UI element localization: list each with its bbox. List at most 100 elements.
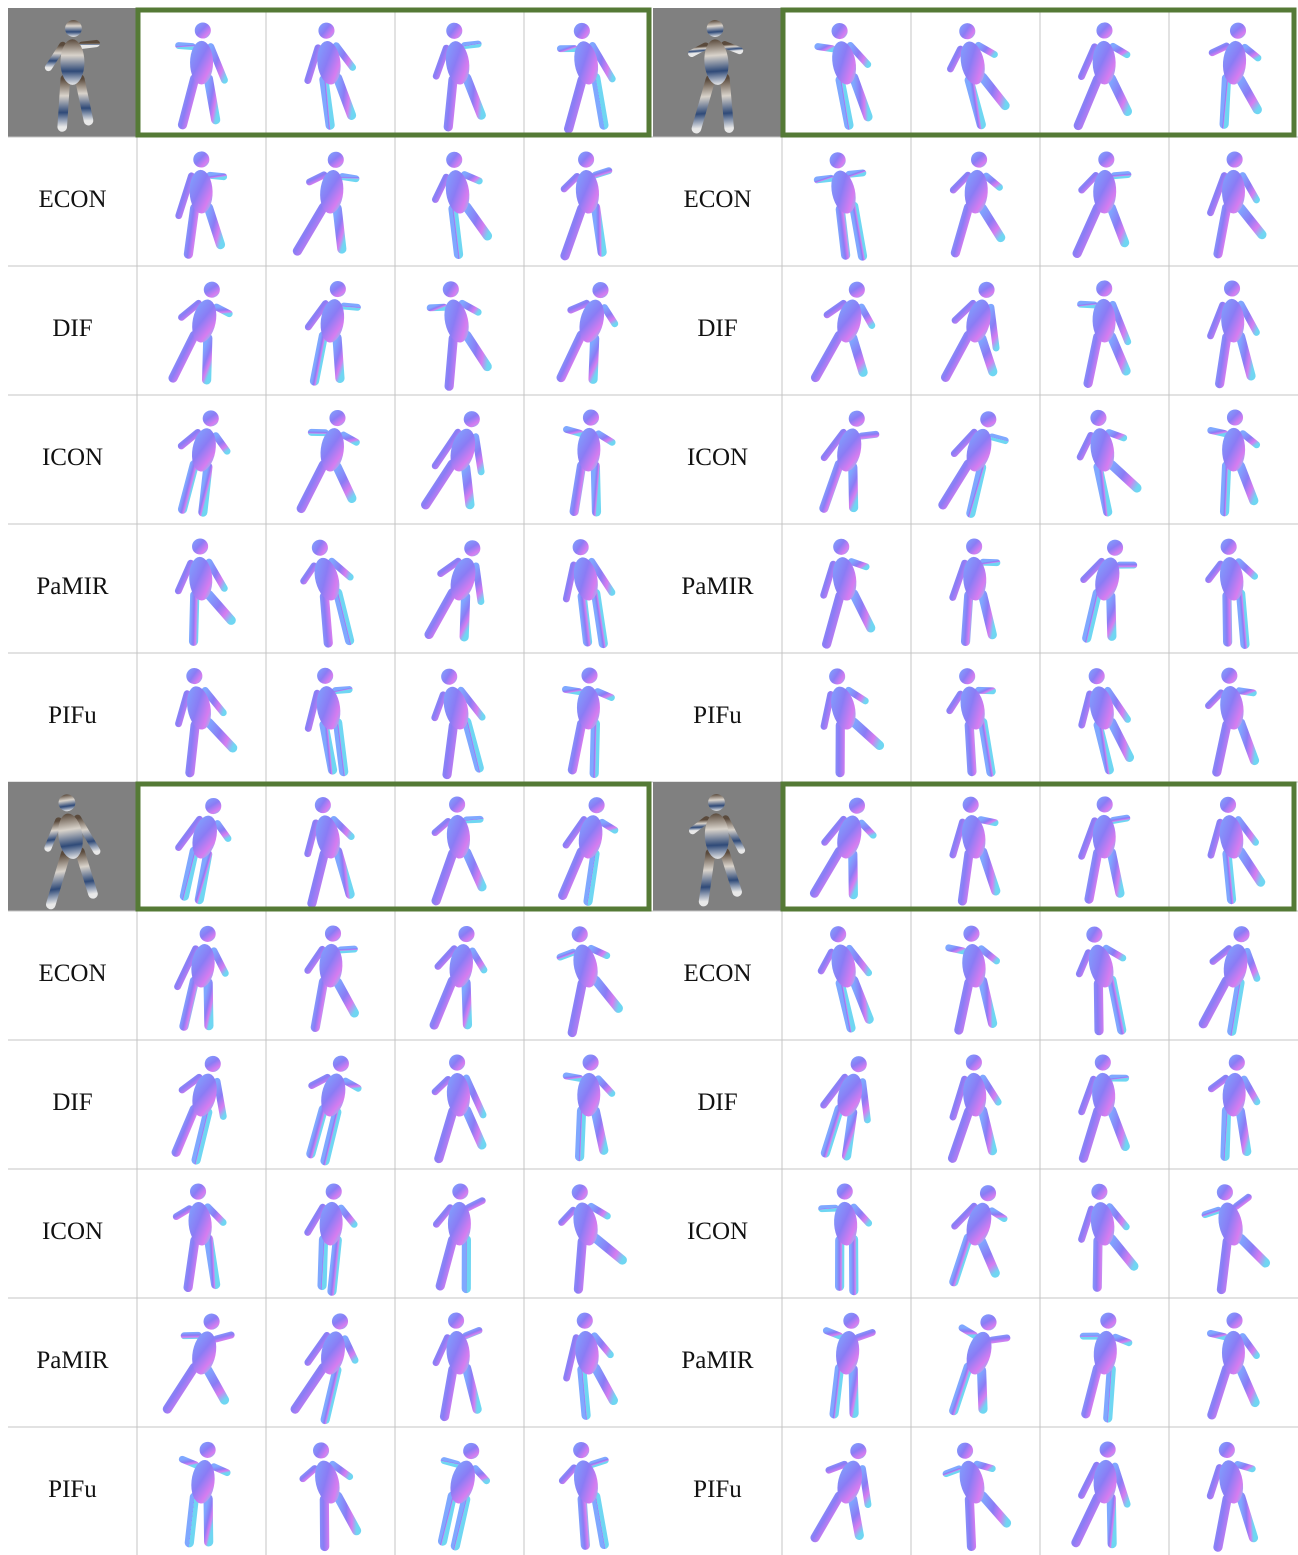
limb	[688, 816, 711, 835]
torso	[573, 557, 598, 601]
limb	[1215, 332, 1232, 389]
limb	[188, 590, 200, 646]
human-figure	[688, 20, 744, 134]
limb	[432, 1334, 451, 1367]
torso	[450, 557, 476, 601]
torso	[1218, 1202, 1243, 1246]
limb	[964, 1494, 977, 1552]
limb	[590, 202, 607, 257]
limb	[1078, 43, 1098, 81]
limb	[573, 1236, 587, 1294]
human-figure	[1073, 22, 1133, 131]
limb	[820, 1073, 849, 1109]
limb	[1235, 331, 1256, 381]
limb	[567, 978, 587, 1038]
limb	[1106, 1203, 1130, 1231]
head	[581, 667, 598, 684]
limb	[1216, 1236, 1232, 1295]
limb	[848, 849, 858, 900]
human-figure	[431, 668, 486, 780]
limb	[835, 720, 845, 778]
head	[850, 1056, 867, 1073]
head	[573, 1442, 590, 1459]
head	[848, 797, 866, 814]
limb	[1236, 847, 1266, 887]
limb	[978, 1491, 1012, 1528]
head	[959, 23, 976, 40]
limb	[835, 978, 856, 1033]
limb	[1105, 429, 1128, 442]
limb	[1235, 203, 1267, 240]
limb	[588, 557, 616, 596]
limb	[1235, 1364, 1260, 1408]
torso	[1090, 428, 1115, 472]
limb	[722, 815, 746, 854]
limb	[461, 978, 473, 1030]
head	[573, 22, 590, 40]
limb	[957, 849, 974, 906]
limb	[823, 299, 847, 319]
head	[441, 668, 458, 685]
human-figure	[563, 1312, 618, 1420]
limb	[829, 1363, 845, 1419]
limb	[848, 462, 859, 513]
torso	[962, 944, 986, 988]
human-figure	[1077, 280, 1132, 388]
limb	[338, 173, 360, 183]
human-figure	[810, 281, 876, 383]
limb	[304, 1331, 331, 1366]
limb	[562, 816, 588, 849]
limb	[558, 847, 586, 901]
limb	[1239, 1333, 1260, 1360]
limb	[205, 558, 228, 592]
limb	[333, 846, 355, 899]
head	[452, 1183, 469, 1200]
torso	[964, 169, 988, 214]
limb	[1235, 687, 1257, 697]
ground-truth-box	[780, 7, 1297, 138]
method-label: ICON	[42, 1218, 103, 1245]
limb	[1073, 74, 1103, 131]
torso	[450, 1460, 475, 1504]
limb	[974, 686, 997, 695]
torso	[316, 686, 341, 730]
torso	[1095, 557, 1120, 601]
limb	[563, 1334, 580, 1382]
limb	[595, 430, 616, 446]
head	[979, 1185, 997, 1202]
limb	[1071, 1492, 1103, 1548]
human-figure	[175, 667, 238, 778]
torso	[831, 944, 856, 988]
limb	[1207, 818, 1224, 859]
limb	[457, 686, 486, 721]
head	[65, 20, 82, 37]
limb	[431, 817, 452, 837]
human-figure	[814, 22, 873, 130]
head	[199, 925, 216, 942]
limb	[310, 976, 329, 1032]
head	[1219, 796, 1237, 813]
human-figure	[1205, 667, 1260, 777]
limb	[437, 557, 462, 578]
limb	[848, 333, 868, 377]
limb	[698, 848, 716, 907]
method-label: ECON	[683, 960, 751, 987]
torso	[315, 815, 340, 859]
torso	[575, 1331, 599, 1375]
limb	[977, 945, 1000, 965]
limb	[988, 1207, 1008, 1223]
limb	[168, 330, 199, 383]
head	[1100, 1312, 1117, 1329]
limb	[184, 1492, 199, 1548]
head	[956, 1442, 974, 1459]
torso	[447, 1201, 471, 1246]
limb	[588, 1456, 609, 1468]
torso	[1219, 815, 1244, 859]
human-figure	[432, 22, 486, 132]
method-label: PIFu	[48, 1476, 97, 1503]
limb	[594, 1075, 616, 1097]
limb	[950, 202, 974, 258]
limb	[848, 1494, 864, 1540]
limb	[309, 331, 328, 386]
human-figure	[304, 281, 361, 386]
